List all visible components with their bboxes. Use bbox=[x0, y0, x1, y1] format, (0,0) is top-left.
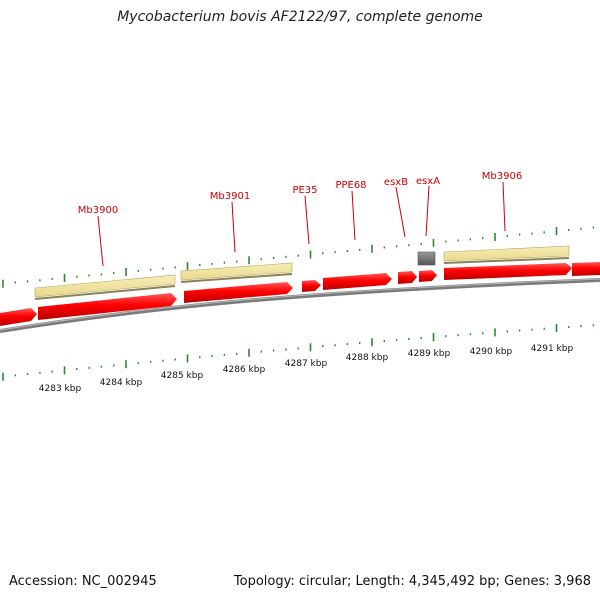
leader-line bbox=[425, 185, 430, 237]
kbp-label: 4284 kbp bbox=[100, 378, 143, 388]
genome-backbone bbox=[0, 278, 600, 333]
kbp-label: 4288 kbp bbox=[346, 353, 389, 363]
genome-backbone-highlight bbox=[0, 278, 600, 331]
leader-line bbox=[395, 186, 406, 238]
map-title: Mycobacterium bovis AF2122/97, complete … bbox=[117, 9, 483, 25]
gene-bar-shadow bbox=[34, 285, 176, 300]
leader-line bbox=[351, 190, 356, 241]
leader-line bbox=[231, 201, 236, 253]
kbp-label: 4285 kbp bbox=[161, 371, 204, 381]
cds-features bbox=[0, 251, 600, 326]
cds-arrow[interactable] bbox=[419, 270, 437, 282]
leader-line bbox=[304, 195, 310, 245]
cds-arrow[interactable] bbox=[184, 282, 293, 303]
gene-labels: Mb3900 Mb3901 PE35 PPE68 esxB esxA Mb390… bbox=[78, 171, 522, 267]
lower-tick-track bbox=[2, 323, 595, 381]
cds-arrow[interactable] bbox=[323, 273, 392, 290]
gene-label[interactable]: Mb3906 bbox=[482, 171, 522, 182]
gene-bar-shadow bbox=[443, 257, 570, 264]
gene-bar[interactable] bbox=[443, 245, 570, 262]
accession-label: Accession: NC_002945 bbox=[9, 574, 157, 589]
gene-label[interactable]: esxA bbox=[416, 176, 440, 187]
gene-label[interactable]: PE35 bbox=[292, 185, 317, 196]
gene-label[interactable]: Mb3901 bbox=[210, 191, 250, 202]
leader-line bbox=[97, 215, 104, 267]
upper-tick-track bbox=[2, 226, 595, 288]
kbp-label: 4283 kbp bbox=[39, 384, 82, 394]
cds-arrow[interactable] bbox=[302, 280, 321, 292]
kbp-label: 4287 kbp bbox=[285, 359, 328, 369]
kbp-label: 4289 kbp bbox=[408, 349, 451, 359]
gene-label[interactable]: PPE68 bbox=[335, 180, 366, 191]
gene-bar-shadow bbox=[180, 273, 293, 283]
cds-arrow[interactable] bbox=[38, 293, 177, 320]
pseudogene-box[interactable] bbox=[417, 251, 436, 266]
kbp-label: 4286 kbp bbox=[223, 365, 266, 375]
gene-label[interactable]: esxB bbox=[384, 177, 408, 188]
gene-bar[interactable] bbox=[34, 274, 176, 298]
gene-bar[interactable] bbox=[180, 262, 293, 281]
cds-arrow[interactable] bbox=[572, 262, 600, 276]
genome-summary: Topology: circular; Length: 4,345,492 bp… bbox=[233, 574, 591, 589]
gene-label[interactable]: Mb3900 bbox=[78, 205, 118, 216]
kbp-label: 4291 kbp bbox=[531, 344, 574, 354]
cds-arrow[interactable] bbox=[398, 271, 417, 284]
leader-line bbox=[502, 181, 506, 232]
kbp-label: 4290 kbp bbox=[470, 347, 513, 357]
cds-arrow[interactable] bbox=[444, 263, 572, 280]
gene-bars bbox=[34, 245, 570, 300]
cds-arrow[interactable] bbox=[0, 308, 37, 326]
kbp-labels: 4283 kbp 4284 kbp 4285 kbp 4286 kbp 4287… bbox=[39, 344, 574, 394]
